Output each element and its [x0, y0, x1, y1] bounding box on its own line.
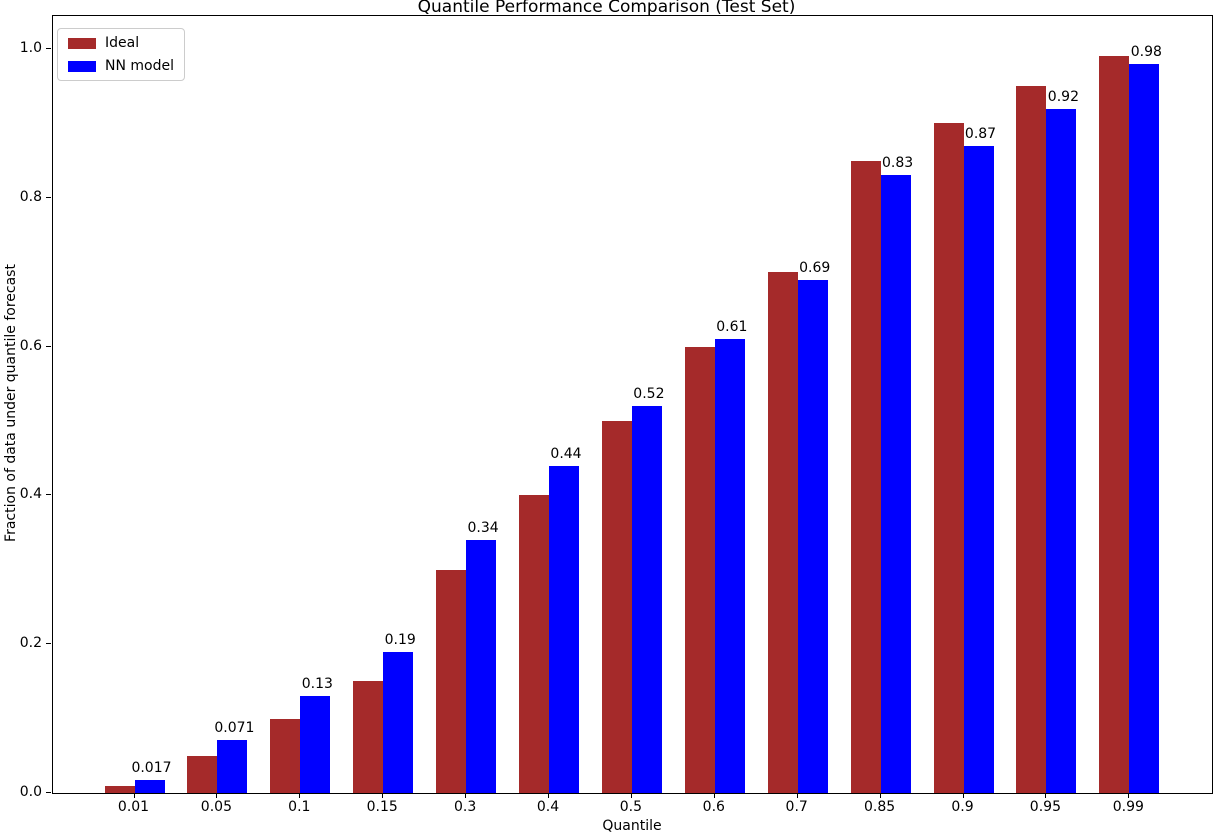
- bar-nn-model: [300, 696, 331, 793]
- x-tick-mark: [382, 793, 384, 798]
- x-tick-label: 0.5: [619, 799, 643, 815]
- bar-ideal: [601, 421, 632, 793]
- x-tick-mark: [796, 793, 798, 798]
- bar-ideal: [187, 755, 218, 793]
- bar-ideal: [270, 718, 301, 793]
- bar-value-label: 0.61: [716, 319, 748, 336]
- legend-item: NN model: [68, 58, 174, 74]
- chart-title: Quantile Performance Comparison (Test Se…: [417, 0, 796, 17]
- x-tick-mark: [1128, 793, 1130, 798]
- bar-ideal: [850, 160, 881, 793]
- bar-ideal: [1099, 56, 1130, 793]
- bar-ideal: [104, 785, 135, 793]
- x-tick-mark: [713, 793, 715, 798]
- bar-nn-model: [217, 740, 248, 793]
- y-tick-label: 1.0: [19, 40, 42, 56]
- x-tick-label: 0.99: [1112, 799, 1144, 815]
- bar-ideal: [933, 123, 964, 793]
- bar-value-label: 0.98: [1130, 43, 1162, 60]
- bar-ideal: [519, 495, 549, 793]
- y-tick-label: 0.2: [19, 635, 42, 652]
- bar-value-label: 0.92: [1047, 88, 1079, 105]
- legend-label: NN model: [105, 58, 174, 74]
- y-tick-label: 0.8: [19, 188, 42, 205]
- bar-nn-model: [134, 780, 165, 793]
- y-tick-mark: [46, 792, 51, 793]
- bar-ideal: [684, 346, 715, 793]
- bar-value-label: 0.44: [550, 445, 582, 462]
- x-tick-label: 0.95: [1029, 799, 1061, 815]
- bar-value-label: 0.34: [467, 520, 499, 537]
- x-tick-mark: [548, 793, 549, 798]
- bar-nn-model: [880, 175, 911, 793]
- y-tick-mark: [46, 643, 51, 645]
- x-tick-label: 0.1: [288, 799, 311, 815]
- x-tick-mark: [879, 793, 881, 798]
- bar-nn-model: [466, 540, 497, 793]
- x-tick-mark: [216, 793, 218, 798]
- legend-swatch-icon: [68, 60, 96, 72]
- y-tick-label: 0.4: [19, 486, 42, 503]
- plot-area: Ideal NN model 0.017 0.071 0.13 0.19 0.34 0.44…: [52, 15, 1213, 794]
- x-tick-label: 0.15: [366, 799, 398, 815]
- bar-value-label: 0.87: [964, 125, 997, 142]
- y-tick-label: 0.6: [19, 337, 42, 354]
- bar-ideal: [353, 681, 384, 793]
- bar-value-label: 0.52: [633, 386, 665, 403]
- bar-value-label: 0.13: [301, 676, 333, 693]
- x-axis-label: Quantile: [602, 818, 662, 834]
- x-tick-label: 0.6: [702, 799, 725, 815]
- bar-nn-model: [1046, 108, 1077, 793]
- legend: Ideal NN model: [57, 28, 185, 81]
- y-tick-mark: [46, 48, 51, 49]
- x-tick-mark: [299, 793, 301, 798]
- bar-nn-model: [383, 651, 414, 793]
- bar-value-label: 0.071: [214, 720, 255, 737]
- y-tick-mark: [46, 494, 51, 496]
- x-tick-mark: [133, 793, 135, 798]
- bar-ideal: [1016, 86, 1047, 793]
- bar-ideal: [436, 569, 467, 793]
- bar-ideal: [767, 272, 798, 793]
- x-tick-mark: [465, 793, 467, 798]
- y-tick-label: 0.0: [19, 784, 42, 800]
- x-tick-label: 0.05: [200, 799, 232, 815]
- x-tick-label: 0.85: [864, 799, 896, 815]
- legend-swatch-icon: [68, 37, 96, 49]
- bar-nn-model: [1129, 63, 1160, 793]
- bar-value-label: 0.69: [799, 259, 831, 276]
- legend-label: Ideal: [105, 35, 140, 51]
- y-tick-mark: [46, 196, 51, 198]
- bar-value-label: 0.017: [131, 760, 172, 777]
- x-tick-label: 0.01: [117, 799, 150, 815]
- bar-nn-model: [963, 145, 994, 793]
- x-tick-label: 0.4: [536, 799, 560, 815]
- bar-nn-model: [714, 339, 745, 793]
- x-tick-mark: [962, 793, 964, 798]
- x-tick-label: 0.3: [453, 799, 477, 815]
- x-tick-label: 0.9: [951, 799, 974, 815]
- bar-value-label: 0.83: [882, 155, 914, 172]
- y-tick-mark: [46, 345, 51, 347]
- legend-item: Ideal: [68, 35, 174, 51]
- bar-nn-model: [549, 465, 579, 793]
- bar-value-label: 0.19: [384, 631, 416, 648]
- bar-nn-model: [631, 406, 662, 793]
- x-tick-label: 0.7: [785, 799, 808, 815]
- bar-nn-model: [797, 279, 828, 793]
- x-tick-mark: [630, 793, 632, 798]
- x-tick-mark: [1045, 793, 1047, 798]
